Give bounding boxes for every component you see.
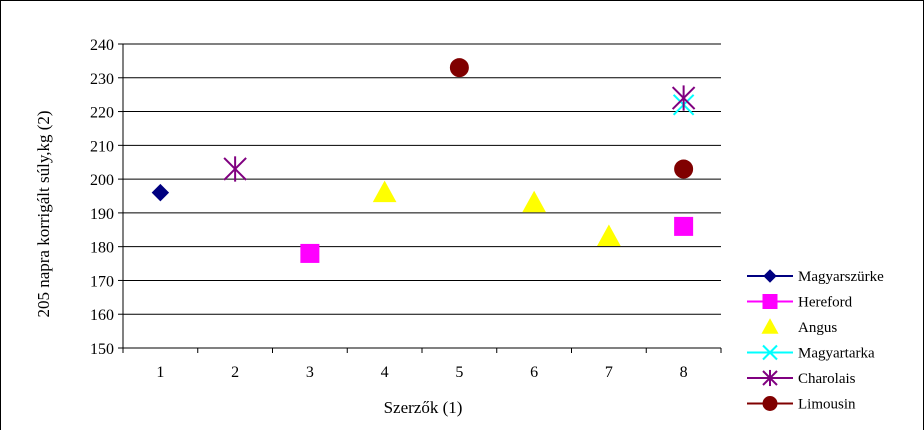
marker-shape — [762, 396, 778, 411]
legend-marker — [761, 318, 779, 334]
marker-shape — [449, 58, 469, 78]
legend-marker — [762, 344, 778, 361]
marker-shape — [762, 294, 778, 309]
marker-shape — [763, 269, 777, 283]
legend-marker — [763, 269, 777, 283]
x-tick-label: 2 — [231, 364, 239, 381]
axes — [118, 43, 722, 353]
grid — [123, 43, 721, 315]
marker-shape — [522, 190, 546, 213]
data-point-limousin — [674, 159, 694, 179]
y-tick-label: 190 — [90, 206, 114, 223]
y-tick-label: 150 — [90, 341, 114, 358]
y-tick-label: 180 — [90, 240, 114, 257]
legend-entry: Magyarszürke — [747, 269, 884, 285]
legend-label: Charolais — [798, 371, 856, 387]
marker-shape — [762, 344, 778, 361]
y-axis-title: 205 napra korrigált súly,kg (2) — [34, 110, 53, 317]
data-point-angus — [372, 180, 397, 203]
data-point-angus — [522, 190, 546, 213]
data-point-angus — [597, 224, 621, 247]
legend-entry: Magyartarka — [747, 344, 875, 362]
legend-marker — [762, 369, 778, 387]
y-tick-label: 230 — [90, 71, 114, 88]
marker-shape — [674, 216, 694, 236]
legend-entry: Hereford — [747, 294, 853, 311]
tick-labels: 150 160 170 180 190 200 210 220 230 240 1 2 3 4 5 6 7 8 — [90, 37, 688, 381]
legend-entry: Limousin — [747, 396, 856, 413]
legend-entry: Angus — [761, 318, 837, 336]
x-tick-label: 5 — [455, 364, 463, 381]
y-tick-label: 200 — [90, 172, 114, 189]
y-tick-label: 160 — [90, 307, 114, 324]
data-point-limousin — [449, 58, 469, 78]
data-points — [151, 58, 696, 263]
data-point-hereford — [300, 243, 320, 263]
legend-label: Hereford — [798, 295, 853, 311]
marker-shape — [151, 183, 170, 202]
x-tick-label: 3 — [306, 364, 314, 381]
marker-shape — [597, 224, 621, 247]
legend-label: Magyarszürke — [798, 269, 884, 285]
x-tick-label: 6 — [530, 364, 538, 381]
y-tick-label: 170 — [90, 273, 114, 290]
marker-shape — [674, 159, 694, 179]
legend-label: Magyartarka — [798, 346, 875, 362]
x-axis-title: Szerzők (1) — [384, 398, 463, 417]
legend-marker — [762, 294, 778, 309]
y-tick-label: 240 — [90, 37, 114, 54]
legend-entry: Charolais — [747, 369, 856, 387]
data-point-hereford — [674, 216, 694, 236]
x-tick-label: 8 — [680, 364, 688, 381]
x-tick-label: 4 — [381, 364, 389, 381]
marker-shape — [372, 180, 397, 203]
data-point-charolais — [671, 85, 696, 111]
x-tick-label: 1 — [156, 364, 164, 381]
legend: Magyarszürke Hereford Angus Magyartarka Char… — [747, 269, 884, 413]
data-point-magyarszürke — [151, 183, 170, 202]
marker-shape — [761, 318, 779, 334]
y-tick-label: 220 — [90, 105, 114, 122]
y-tick-label: 210 — [90, 138, 114, 155]
legend-marker — [762, 396, 778, 411]
x-tick-label: 7 — [605, 364, 613, 381]
data-point-charolais — [223, 156, 247, 182]
legend-label: Limousin — [798, 397, 856, 413]
marker-shape — [300, 243, 320, 263]
legend-label: Angus — [798, 320, 837, 336]
